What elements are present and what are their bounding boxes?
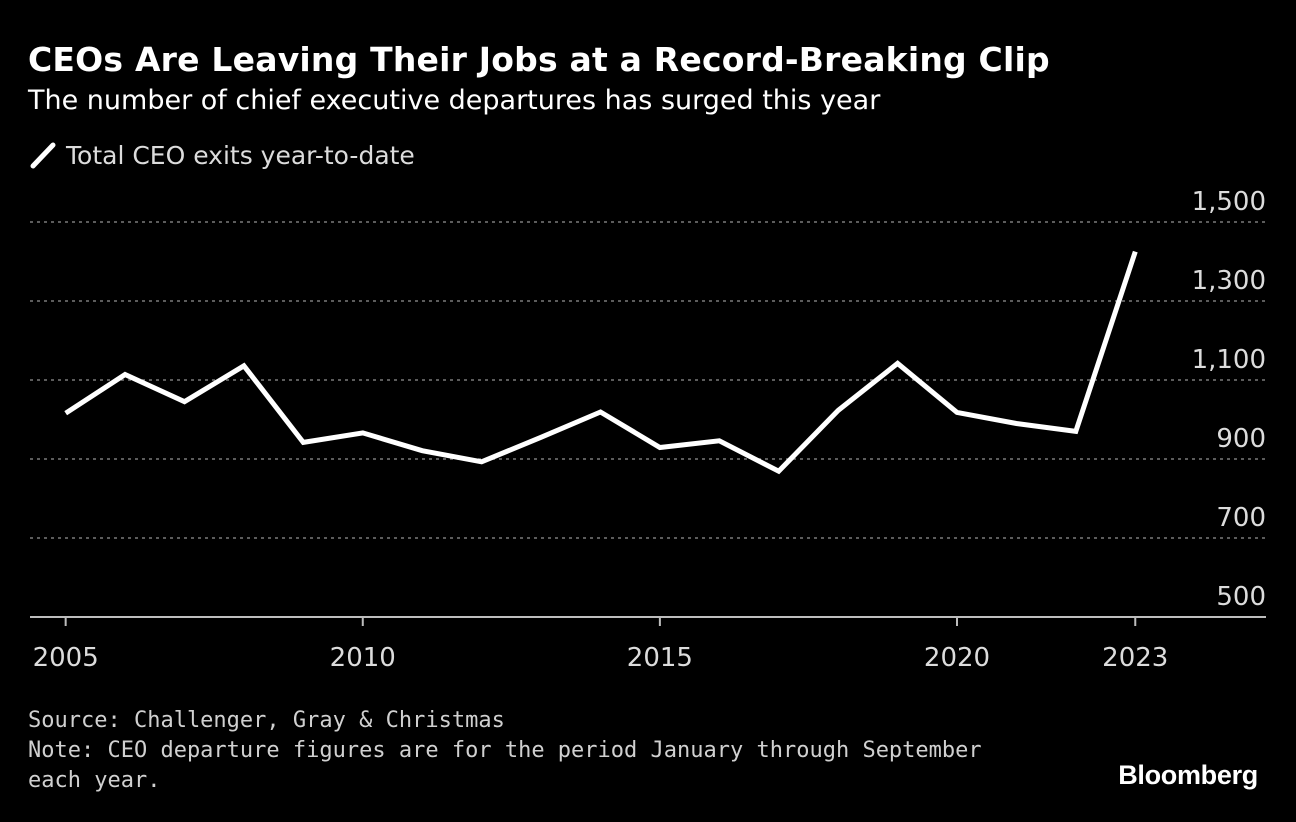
- y-tick-label: 500: [1216, 582, 1266, 612]
- y-tick-label: 1,100: [1192, 345, 1266, 375]
- line-chart: 500 700 900 1,100 1,300 1,500 2005 2010 2015 2020…: [30, 187, 1266, 673]
- chart-subtitle: The number of chief executive departures…: [28, 85, 881, 116]
- y-tick-label: 700: [1216, 503, 1266, 533]
- x-tick-label: 2005: [33, 643, 99, 673]
- figure-note: Note: CEO departure figures are for the …: [28, 738, 982, 793]
- bloomberg-logo: Bloomberg: [1118, 760, 1258, 790]
- y-tick-label: 1,500: [1192, 187, 1266, 217]
- series-line: [64, 250, 1138, 475]
- x-tick-label: 2020: [924, 643, 990, 673]
- x-tick-label: 2010: [330, 643, 396, 673]
- footer: Source: Challenger, Gray & Christmas Not…: [28, 706, 1038, 796]
- x-tick-label: 2023: [1102, 643, 1168, 673]
- source-note: Source: Challenger, Gray & Christmas: [28, 708, 505, 733]
- x-tick-label: 2015: [627, 643, 693, 673]
- chart-title: CEOs Are Leaving Their Jobs at a Record-…: [28, 40, 1050, 79]
- legend: Total CEO exits year-to-date: [28, 140, 415, 170]
- y-tick-label: 1,300: [1192, 266, 1266, 296]
- y-tick-label: 900: [1216, 424, 1266, 454]
- legend-label: Total CEO exits year-to-date: [66, 140, 415, 170]
- legend-line-icon: [30, 142, 56, 169]
